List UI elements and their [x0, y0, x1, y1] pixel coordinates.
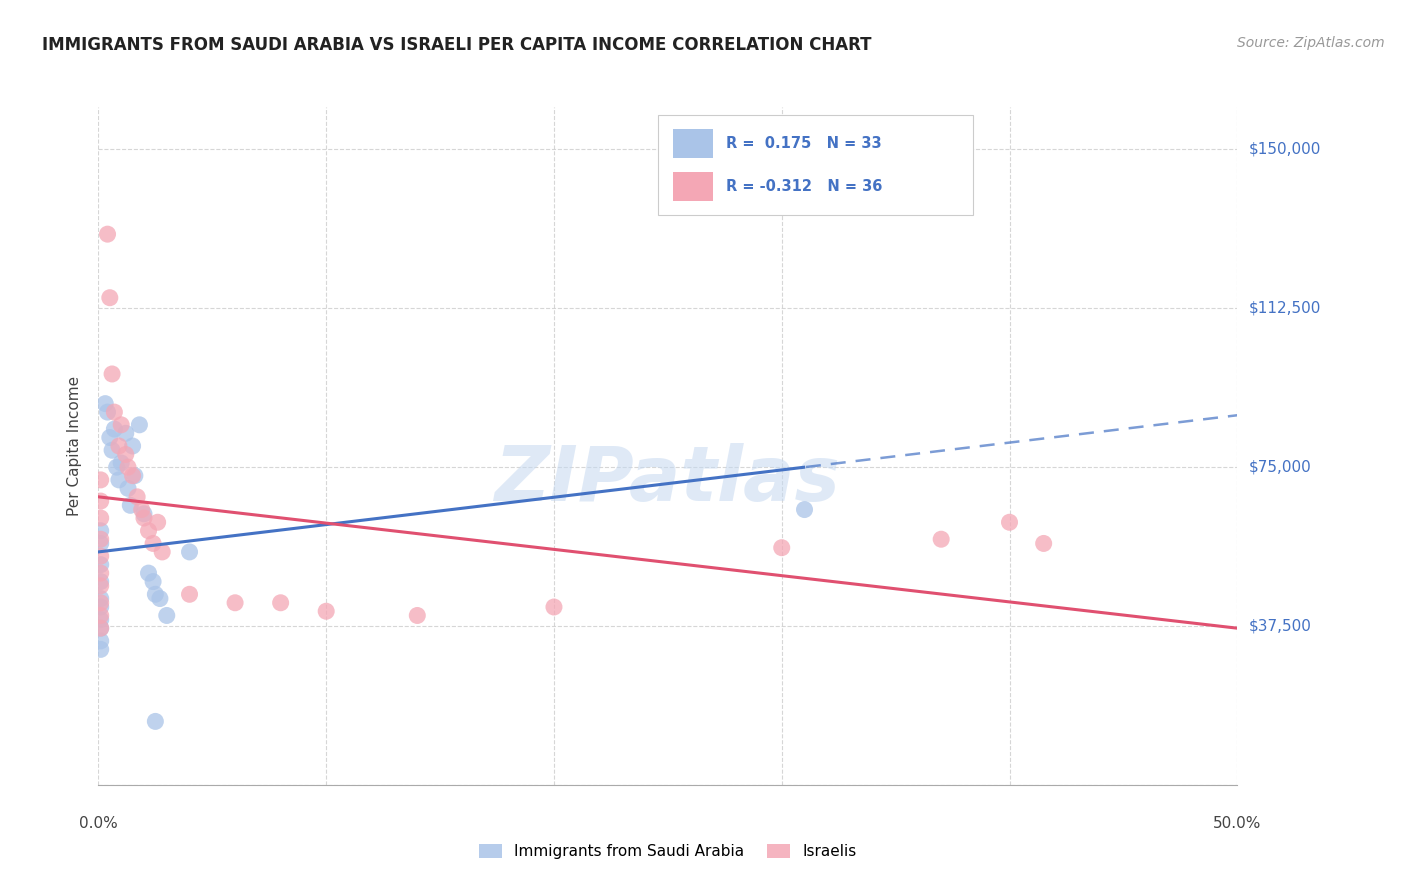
- Point: [90, 574, 112, 589]
- Point: [101, 443, 124, 458]
- Point: [96, 227, 118, 241]
- Point: [90, 566, 112, 581]
- Point: [90, 599, 112, 614]
- Point: [156, 608, 179, 623]
- Point: [114, 447, 136, 462]
- Point: [90, 579, 112, 593]
- Text: IMMIGRANTS FROM SAUDI ARABIA VS ISRAELI PER CAPITA INCOME CORRELATION CHART: IMMIGRANTS FROM SAUDI ARABIA VS ISRAELI …: [42, 36, 872, 54]
- FancyBboxPatch shape: [673, 172, 713, 202]
- Point: [406, 608, 429, 623]
- Point: [90, 536, 112, 550]
- Point: [90, 473, 112, 487]
- Point: [98, 430, 121, 444]
- Y-axis label: Per Capita Income: Per Capita Income: [67, 376, 83, 516]
- Point: [149, 591, 172, 606]
- Point: [110, 456, 132, 470]
- Point: [121, 439, 143, 453]
- Text: Source: ZipAtlas.com: Source: ZipAtlas.com: [1237, 36, 1385, 50]
- Point: [105, 460, 128, 475]
- Point: [90, 532, 112, 546]
- Point: [770, 541, 793, 555]
- Text: $37,500: $37,500: [1249, 618, 1312, 633]
- Point: [145, 714, 167, 729]
- Point: [96, 405, 118, 419]
- Text: ZIPatlas: ZIPatlas: [495, 443, 841, 516]
- Point: [131, 502, 153, 516]
- Point: [90, 621, 112, 635]
- Text: 50.0%: 50.0%: [1213, 815, 1261, 830]
- Point: [90, 621, 112, 635]
- Point: [929, 532, 952, 546]
- Text: $150,000: $150,000: [1249, 142, 1320, 157]
- Point: [110, 417, 132, 432]
- Point: [90, 613, 112, 627]
- Point: [127, 490, 149, 504]
- Point: [90, 558, 112, 572]
- Point: [124, 468, 146, 483]
- Point: [138, 566, 160, 581]
- Point: [224, 596, 246, 610]
- Text: 0.0%: 0.0%: [79, 815, 118, 830]
- Point: [270, 596, 292, 610]
- FancyBboxPatch shape: [658, 115, 973, 215]
- Point: [90, 642, 112, 657]
- Point: [94, 396, 117, 410]
- Point: [103, 405, 125, 419]
- Point: [121, 468, 143, 483]
- Point: [132, 511, 155, 525]
- Point: [150, 545, 173, 559]
- Point: [98, 291, 121, 305]
- Point: [146, 515, 169, 529]
- Point: [315, 604, 337, 618]
- Point: [90, 494, 112, 508]
- Text: R =  0.175   N = 33: R = 0.175 N = 33: [725, 136, 882, 151]
- Point: [138, 524, 160, 538]
- Point: [145, 587, 167, 601]
- FancyBboxPatch shape: [673, 128, 713, 158]
- Point: [90, 511, 112, 525]
- Legend: Immigrants from Saudi Arabia, Israelis: Immigrants from Saudi Arabia, Israelis: [472, 838, 863, 865]
- Point: [114, 426, 136, 441]
- Point: [90, 608, 112, 623]
- Point: [103, 422, 125, 436]
- Point: [1032, 536, 1054, 550]
- Point: [120, 498, 142, 512]
- Point: [108, 473, 131, 487]
- Point: [117, 460, 139, 475]
- Point: [793, 502, 815, 516]
- Point: [90, 524, 112, 538]
- Point: [998, 515, 1021, 529]
- Point: [179, 587, 201, 601]
- Point: [142, 574, 165, 589]
- Point: [142, 536, 165, 550]
- Point: [90, 596, 112, 610]
- Text: R = -0.312   N = 36: R = -0.312 N = 36: [725, 179, 882, 194]
- Point: [90, 633, 112, 648]
- Point: [108, 439, 131, 453]
- Point: [179, 545, 201, 559]
- Point: [128, 417, 150, 432]
- Point: [90, 549, 112, 564]
- Text: $112,500: $112,500: [1249, 301, 1320, 316]
- Point: [117, 482, 139, 496]
- Point: [90, 591, 112, 606]
- Point: [543, 599, 565, 614]
- Text: $75,000: $75,000: [1249, 459, 1312, 475]
- Point: [132, 507, 155, 521]
- Point: [101, 367, 124, 381]
